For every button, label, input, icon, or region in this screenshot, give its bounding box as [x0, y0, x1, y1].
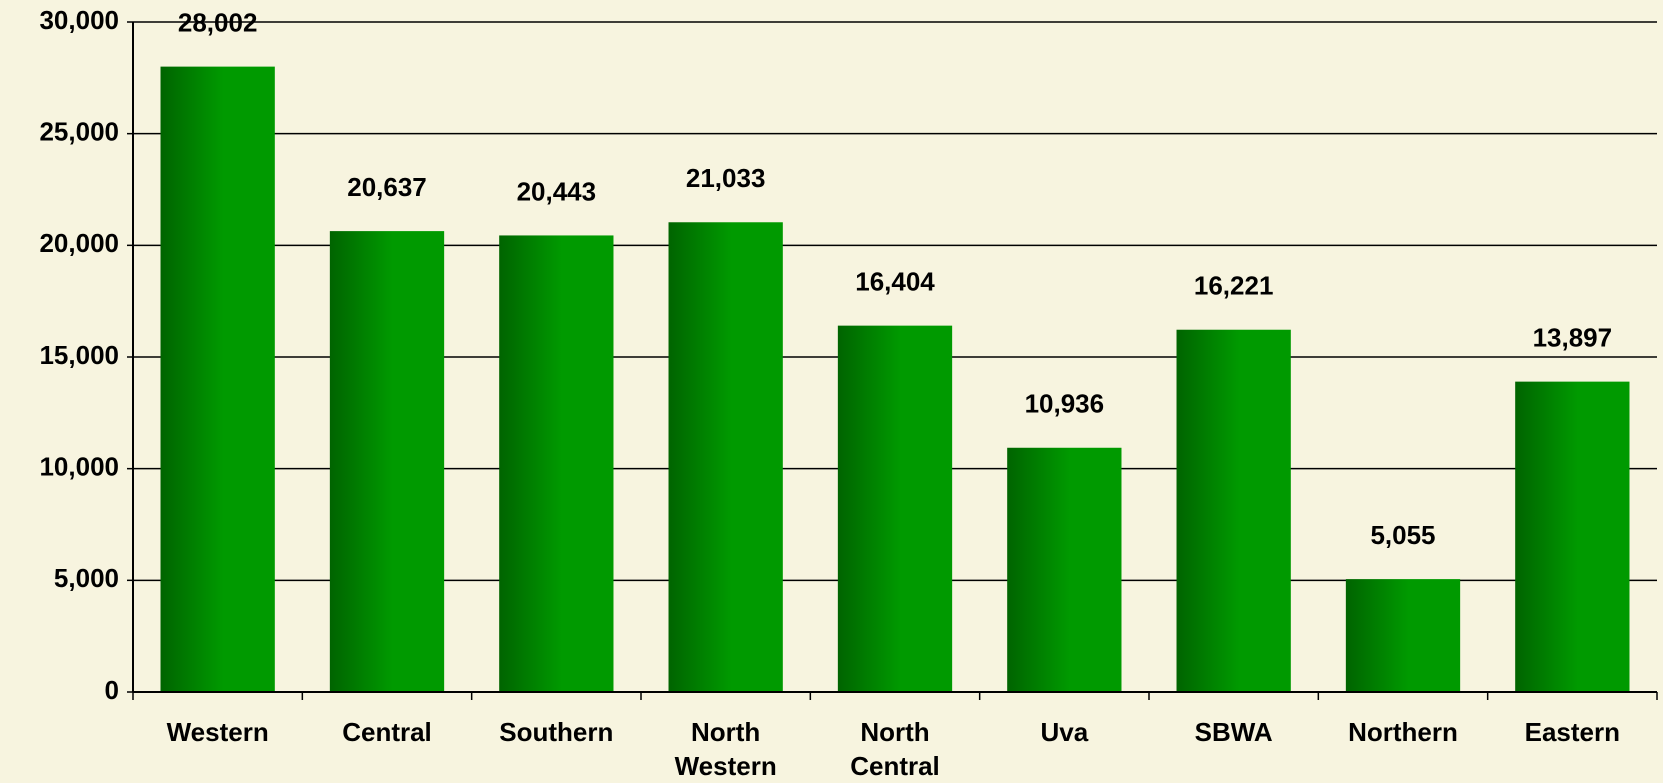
bar	[160, 66, 275, 692]
y-tick-label: 5,000	[54, 563, 119, 593]
data-label: 20,443	[517, 176, 597, 206]
bar	[668, 222, 783, 692]
y-tick-label: 25,000	[39, 117, 119, 147]
x-tick-label: Eastern	[1525, 717, 1620, 747]
data-label: 13,897	[1533, 323, 1613, 353]
bar	[499, 235, 614, 692]
data-label: 16,404	[855, 267, 935, 297]
y-tick-label: 30,000	[39, 5, 119, 35]
y-tick-label: 0	[105, 675, 119, 705]
x-tick-label: Western	[167, 717, 269, 747]
data-label: 16,221	[1194, 271, 1274, 301]
x-tick-label: Uva	[1040, 717, 1088, 747]
y-tick-label: 10,000	[39, 452, 119, 482]
x-tick-label: Northern	[1348, 717, 1458, 747]
bar	[1176, 329, 1291, 692]
bar	[1345, 579, 1461, 692]
x-tick-label: SBWA	[1195, 717, 1273, 747]
data-label: 28,002	[178, 7, 258, 37]
x-tick-label: Southern	[499, 717, 613, 747]
x-tick-label: North Central	[850, 717, 940, 781]
y-tick-label: 20,000	[39, 228, 119, 258]
y-tick-label: 15,000	[39, 340, 119, 370]
bar	[1007, 447, 1122, 692]
data-label: 5,055	[1370, 520, 1435, 550]
bar	[1515, 381, 1630, 692]
data-label: 21,033	[686, 163, 766, 193]
bar	[837, 325, 953, 692]
data-label: 10,936	[1025, 389, 1105, 419]
x-tick-label: Central	[342, 717, 432, 747]
x-tick-label: North Western	[675, 717, 777, 781]
data-label: 20,637	[347, 172, 427, 202]
bar	[329, 231, 445, 692]
